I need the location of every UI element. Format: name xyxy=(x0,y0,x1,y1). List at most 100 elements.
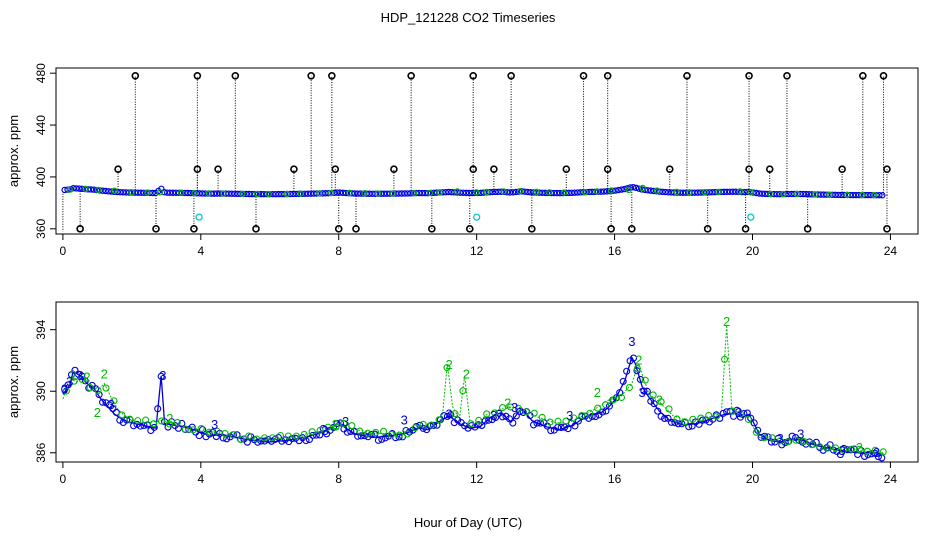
top-baseline-point xyxy=(603,188,611,195)
top-baseline-point xyxy=(231,190,238,197)
top-baseline-point xyxy=(841,191,848,199)
top-baseline-point xyxy=(600,188,608,195)
outlier-point xyxy=(528,225,536,233)
flag-3-label: 3 xyxy=(490,408,497,423)
top-baseline-point xyxy=(852,191,860,199)
bottom-point xyxy=(729,412,738,420)
bottom-point xyxy=(636,375,644,383)
top-flag-point xyxy=(736,188,744,195)
outlier-point xyxy=(628,225,636,233)
bottom-point xyxy=(557,423,565,432)
top-ylabel: approx. ppm xyxy=(6,115,21,187)
bottom-flag-point xyxy=(792,436,800,444)
top-flag-point xyxy=(436,189,443,196)
bottom-point xyxy=(430,421,438,429)
top-baseline-point xyxy=(477,189,484,197)
outlier-point xyxy=(331,165,340,173)
bottom-point xyxy=(847,446,855,454)
top-baseline-point xyxy=(805,191,813,198)
bottom-flag-point xyxy=(364,429,372,437)
top-flag-point xyxy=(361,190,368,197)
bottom-point xyxy=(388,430,396,438)
bottom-flag-point xyxy=(475,416,483,424)
bottom-point xyxy=(219,434,227,442)
outlier-point xyxy=(131,71,140,80)
bottom-point xyxy=(336,419,345,427)
bottom-point xyxy=(764,433,772,441)
bottom-flag-point xyxy=(554,417,562,425)
top-baseline-point xyxy=(140,189,147,196)
bottom-flag-point xyxy=(736,410,744,418)
bottom-point xyxy=(71,366,79,374)
bottom-point xyxy=(98,398,107,406)
bottom-flag-point xyxy=(419,420,427,428)
flag-2-label: 2 xyxy=(94,405,101,420)
bottom-flag-point xyxy=(784,438,792,446)
top-baseline-point xyxy=(732,188,739,195)
top-baseline-point xyxy=(448,188,455,196)
bottom-flag-point xyxy=(713,412,721,420)
top-flag-point xyxy=(844,191,851,199)
bottom-point xyxy=(585,414,593,422)
top-flag-point xyxy=(607,187,615,194)
top-baseline-point xyxy=(776,190,783,198)
flag-3-label: 3 xyxy=(511,400,518,415)
top-baseline-point xyxy=(401,190,408,197)
outlier-point xyxy=(469,71,478,80)
bottom-point xyxy=(95,391,103,399)
top-baseline-point xyxy=(486,188,493,196)
bottom-point xyxy=(305,435,313,444)
bottom-flag-point xyxy=(427,421,435,429)
bottom-point xyxy=(447,411,455,419)
top-baseline-point xyxy=(676,189,684,196)
bottom-point xyxy=(412,422,420,431)
top-flag-point xyxy=(826,191,833,198)
top-baseline-point xyxy=(629,184,637,191)
bottom-flag-point xyxy=(372,428,380,436)
bottom-point xyxy=(402,426,410,435)
top-baseline-point xyxy=(325,189,332,197)
top-baseline-point xyxy=(228,190,235,197)
top-flag-point xyxy=(156,189,164,196)
top-baseline-point xyxy=(744,188,751,196)
top-baseline-point xyxy=(105,188,112,195)
bottom-flag-point xyxy=(681,418,689,426)
bottom-flag-point xyxy=(403,430,411,438)
bottom-flag-point xyxy=(602,401,610,409)
top-baseline-point xyxy=(357,190,364,197)
bottom-y-tick-label: 390 xyxy=(34,381,48,401)
top-baseline-point xyxy=(292,190,300,198)
bottom-point xyxy=(726,407,734,415)
flag-3-label: 3 xyxy=(839,443,846,458)
top-baseline-point xyxy=(489,188,496,196)
top-baseline-point xyxy=(307,190,315,197)
flag-2-label: 2 xyxy=(83,369,90,384)
top-baseline-point xyxy=(290,190,297,198)
bottom-flag-point xyxy=(205,428,213,436)
flag-2-label: 2 xyxy=(635,352,642,367)
top-baseline-point xyxy=(76,185,83,192)
top-flag-point xyxy=(454,188,461,195)
bottom-flag-point xyxy=(578,411,586,420)
top-baseline-point xyxy=(873,191,880,199)
bottom-flag-point xyxy=(102,384,110,392)
top-baseline-point xyxy=(773,190,781,198)
top-baseline-point xyxy=(838,191,845,199)
bottom-flag-point xyxy=(697,414,705,422)
outlier-point xyxy=(390,165,398,173)
outlier-point xyxy=(803,225,812,233)
top-x-tick-label: 20 xyxy=(746,244,760,258)
bottom-point xyxy=(426,422,434,430)
bottom-point xyxy=(133,420,141,428)
flag-3-label: 3 xyxy=(566,408,573,423)
bottom-point xyxy=(861,452,869,460)
top-baseline-point xyxy=(134,189,142,196)
flag-2-label: 2 xyxy=(70,368,77,383)
outlier-point xyxy=(507,71,515,80)
top-baseline-point xyxy=(272,190,279,198)
top-baseline-point xyxy=(568,189,575,197)
top-baseline-point xyxy=(615,186,622,194)
top-baseline-point xyxy=(539,189,546,196)
top-baseline-point xyxy=(442,188,449,196)
top-flag-point xyxy=(316,190,323,197)
